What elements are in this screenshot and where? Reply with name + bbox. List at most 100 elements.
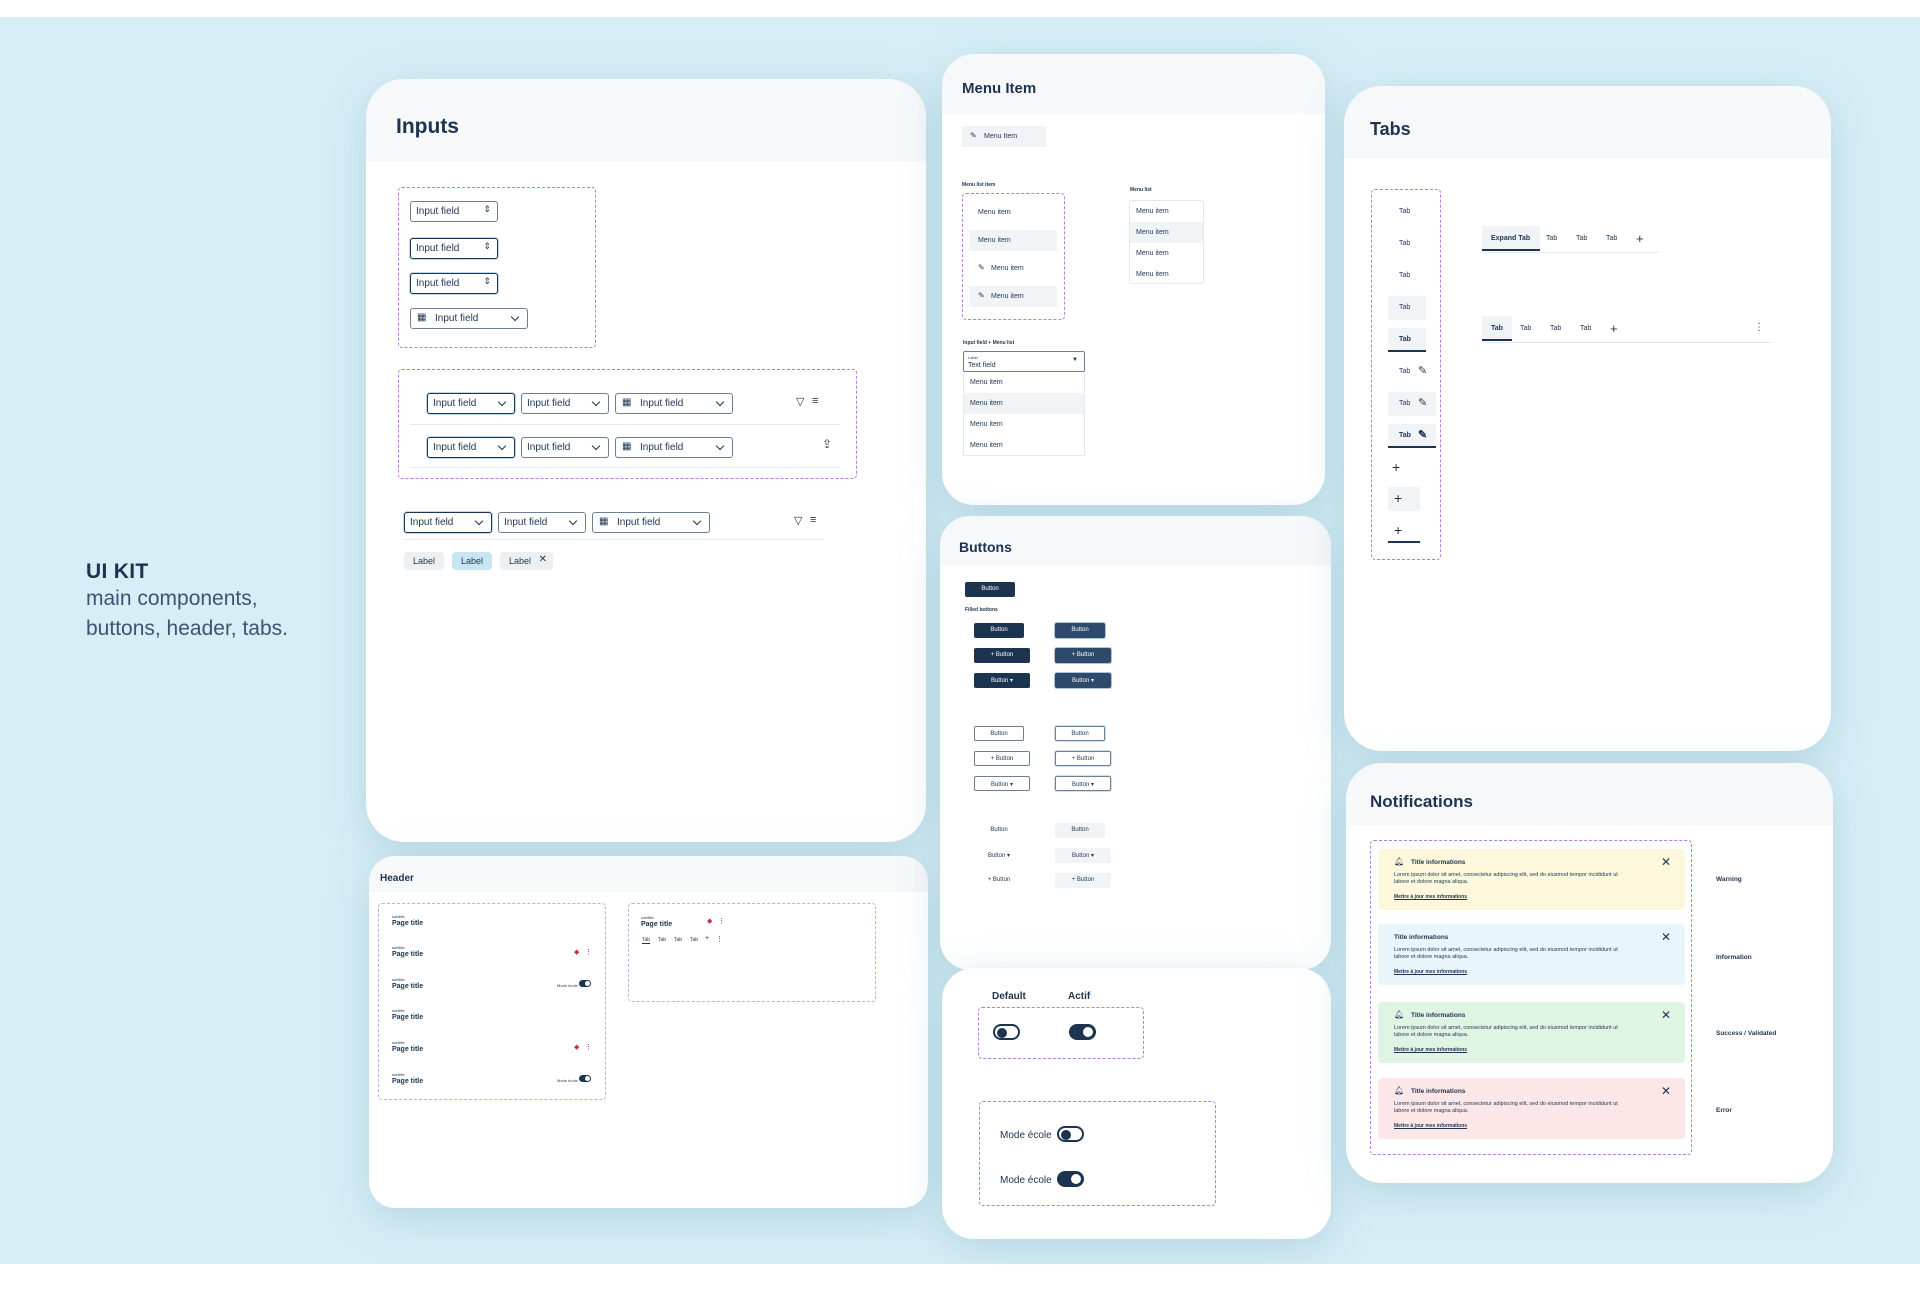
add-tab-active[interactable]: + <box>1388 519 1420 543</box>
ghost-dropdown-button-hover[interactable]: Button ▾ <box>1055 848 1111 863</box>
menu-list-item-hover[interactable]: Menu item <box>1130 222 1203 243</box>
menu-list-item[interactable]: Menu item <box>1136 271 1169 278</box>
pencil-icon[interactable]: ✎ <box>1418 429 1428 441</box>
tab-item[interactable]: Tab <box>1606 235 1618 242</box>
select-input[interactable]: Input field <box>427 437 515 458</box>
tab-item[interactable]: Tab <box>1399 272 1411 279</box>
close-icon[interactable]: ✕ <box>1660 930 1671 944</box>
filled-add-button[interactable]: + Button <box>974 648 1030 663</box>
chip-removable[interactable]: Label ✕ <box>500 552 554 570</box>
close-icon[interactable]: ✕ <box>1660 1084 1671 1098</box>
tab-item[interactable]: Tab <box>1576 235 1588 242</box>
alert-icon[interactable]: ◆ <box>707 918 713 925</box>
plus-icon[interactable]: + <box>1392 459 1401 475</box>
alert-icon[interactable]: ◆ <box>574 949 580 956</box>
outline-add-button-hover[interactable]: + Button <box>1055 751 1111 766</box>
filled-add-button-hover[interactable]: + Button <box>1055 648 1111 663</box>
toggle-active[interactable] <box>1069 1024 1096 1040</box>
stepper-icon[interactable]: ⇕ <box>483 241 491 251</box>
pencil-icon[interactable]: ✎ <box>1418 397 1428 409</box>
ghost-button[interactable]: Button <box>990 827 1008 833</box>
header-tab[interactable]: Tab <box>690 937 699 943</box>
filled-dropdown-button-hover[interactable]: Button ▾ <box>1055 673 1111 688</box>
number-input[interactable]: Input field ⇕ <box>410 201 498 222</box>
close-icon[interactable]: ✕ <box>538 554 548 565</box>
notification-link[interactable]: Mettre à jour mes informations <box>1394 1047 1468 1053</box>
notification-link[interactable]: Mettre à jour mes informations <box>1394 969 1468 975</box>
add-tab-hover[interactable]: + <box>1388 487 1420 511</box>
combo-menu-item[interactable]: Menu item <box>970 379 1003 386</box>
date-select[interactable]: ▦ Input field <box>592 512 710 533</box>
combo-input[interactable]: Label Text field ▼ <box>963 351 1085 372</box>
more-icon[interactable]: ⋮ <box>585 949 592 956</box>
plus-icon[interactable]: + <box>1610 321 1618 336</box>
filter-icon[interactable]: ▽ <box>794 515 803 527</box>
outline-add-button[interactable]: + Button <box>974 751 1030 766</box>
mode-toggle[interactable] <box>579 980 591 987</box>
tab-item-editable-active[interactable]: Tab ✎ <box>1388 424 1436 448</box>
chip-selected[interactable]: Label <box>452 552 493 570</box>
combo-menu-item-hover[interactable]: Menu item <box>964 393 1084 414</box>
number-input-active[interactable]: Input field ⇕ <box>410 273 498 294</box>
menu-item-top[interactable]: ✎ Menu Item <box>962 126 1046 147</box>
primary-button[interactable]: Button <box>965 582 1015 597</box>
menu-list-item[interactable]: Menu item <box>1136 250 1169 257</box>
plus-icon[interactable]: + <box>705 935 710 942</box>
tab-item-active[interactable]: Tab <box>1388 328 1426 352</box>
tab-item-editable[interactable]: Tab ✎ <box>1388 360 1436 384</box>
header-tab-active[interactable]: Tab <box>642 937 651 944</box>
menu-item-with-icon[interactable]: ✎ Menu item <box>969 258 1057 279</box>
header-tab[interactable]: Tab <box>658 937 667 943</box>
notification-link[interactable]: Mettre à jour mes informations <box>1394 894 1468 900</box>
mode-toggle-on[interactable] <box>1057 1171 1084 1187</box>
more-icon[interactable]: ⋮ <box>1754 322 1764 333</box>
filter-icon[interactable]: ▽ <box>796 396 805 408</box>
list-icon[interactable]: ≡ <box>810 514 817 526</box>
outline-dropdown-button-hover[interactable]: Button ▾ <box>1055 776 1111 791</box>
ghost-dropdown-button[interactable]: Button ▾ <box>974 848 1024 863</box>
filled-button[interactable]: Button <box>974 623 1024 638</box>
stepper-icon[interactable]: ⇕ <box>483 276 491 286</box>
tab-active[interactable]: Tab <box>1482 316 1512 341</box>
ghost-button-hover[interactable]: Button <box>1055 823 1105 838</box>
chip[interactable]: Label <box>404 552 445 570</box>
select-input[interactable]: Input field <box>404 512 492 533</box>
ghost-add-button-hover[interactable]: + Button <box>1055 873 1111 888</box>
mode-toggle-off[interactable] <box>1057 1126 1084 1142</box>
close-icon[interactable]: ✕ <box>1660 1008 1671 1022</box>
mode-toggle[interactable] <box>579 1075 591 1082</box>
header-tab[interactable]: Tab <box>674 937 683 943</box>
combo-menu-item[interactable]: Menu item <box>970 442 1003 449</box>
tab-item[interactable]: Tab <box>1580 325 1592 332</box>
pencil-icon[interactable]: ✎ <box>1418 365 1428 377</box>
select-input[interactable]: Input field <box>427 393 515 414</box>
tab-item[interactable]: Tab <box>1546 235 1558 242</box>
more-icon[interactable]: ⋮ <box>718 918 725 925</box>
outline-dropdown-button[interactable]: Button ▾ <box>974 776 1030 791</box>
date-select[interactable]: ▦ Input field <box>615 393 733 414</box>
outline-button[interactable]: Button <box>974 726 1024 741</box>
menu-list-item[interactable]: Menu item <box>1136 208 1169 215</box>
menu-item-with-icon-hover[interactable]: ✎ Menu item <box>969 286 1057 307</box>
expand-tab[interactable]: Expand Tab <box>1482 226 1540 251</box>
stepper-icon[interactable]: ⇕ <box>483 204 491 214</box>
share-icon[interactable]: ⇪ <box>822 437 833 451</box>
alert-icon[interactable]: ◆ <box>574 1044 580 1051</box>
close-icon[interactable]: ✕ <box>1660 855 1671 869</box>
toggle-default[interactable] <box>993 1024 1020 1040</box>
plus-icon[interactable]: + <box>1636 231 1644 246</box>
select-input[interactable]: Input field <box>521 437 609 458</box>
tab-item-editable-hover[interactable]: Tab ✎ <box>1388 392 1436 416</box>
ghost-add-button[interactable]: + Button <box>987 877 1011 883</box>
list-icon[interactable]: ≡ <box>812 395 819 407</box>
more-icon[interactable]: ⋮ <box>716 936 723 943</box>
outline-button-hover[interactable]: Button <box>1055 726 1105 741</box>
filled-dropdown-button[interactable]: Button ▾ <box>974 673 1030 688</box>
notification-link[interactable]: Mettre à jour mes informations <box>1394 1123 1468 1129</box>
tab-item[interactable]: Tab <box>1399 240 1411 247</box>
filled-button-hover[interactable]: Button <box>1055 623 1105 638</box>
more-icon[interactable]: ⋮ <box>585 1044 592 1051</box>
select-input[interactable]: Input field <box>498 512 586 533</box>
menu-item-hover[interactable]: Menu item <box>969 230 1057 251</box>
number-input-focused[interactable]: Input field ⇕ <box>410 238 498 259</box>
